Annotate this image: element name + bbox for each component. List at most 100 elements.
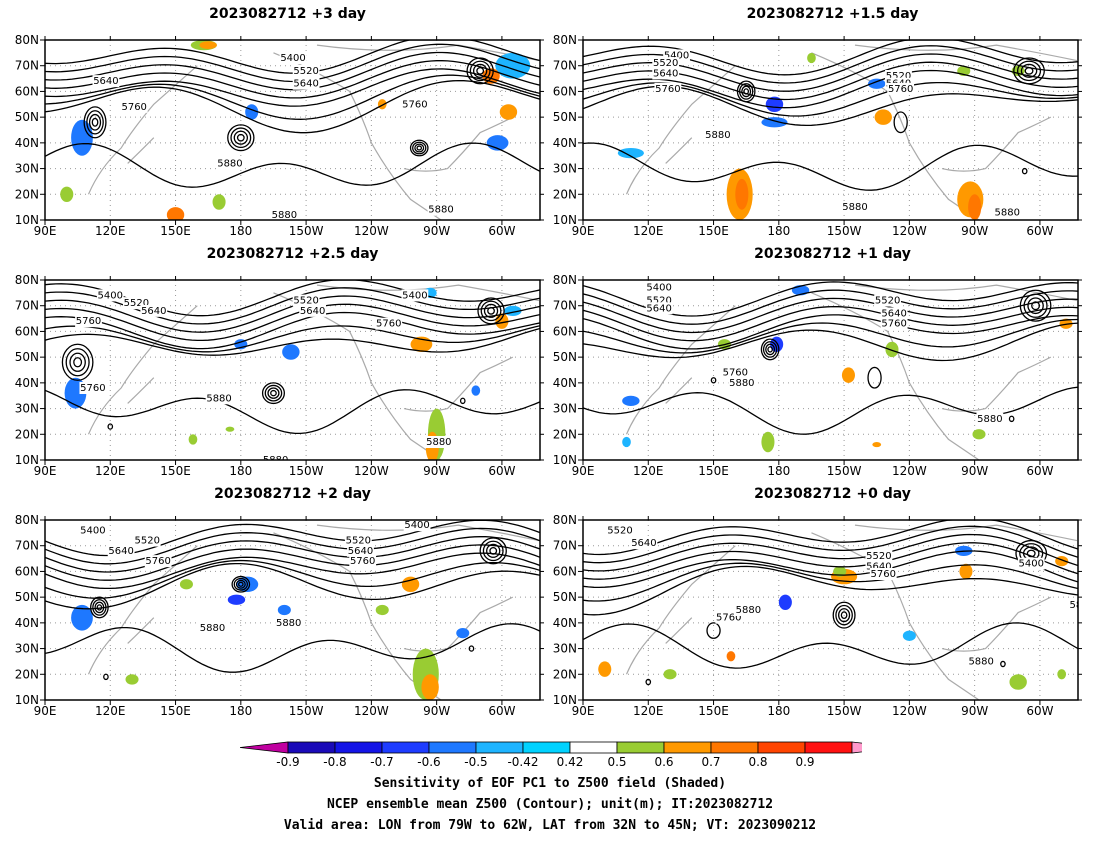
z500-contour bbox=[832, 601, 856, 629]
y-tick-label: 60N bbox=[15, 324, 39, 338]
coastline bbox=[811, 52, 980, 220]
z500-contour bbox=[45, 295, 540, 333]
sensitivity-shading bbox=[1057, 669, 1067, 680]
z500-contour bbox=[583, 622, 1078, 669]
coastline bbox=[665, 377, 693, 404]
z500-contour bbox=[45, 142, 540, 188]
contour-label: 5760 bbox=[871, 569, 896, 580]
z500-contour bbox=[237, 581, 244, 587]
z500-contour bbox=[96, 604, 103, 611]
x-tick-label: 60W bbox=[488, 464, 515, 478]
y-tick-label: 20N bbox=[15, 187, 39, 201]
x-tick-label: 90E bbox=[572, 224, 595, 238]
z500-contour bbox=[1026, 549, 1036, 558]
z500-contour bbox=[45, 40, 540, 74]
colorbar-swatch bbox=[804, 741, 853, 754]
x-tick-label: 120E bbox=[95, 704, 126, 718]
contour-label: 5520 bbox=[653, 58, 678, 69]
z500-contour bbox=[107, 423, 114, 430]
z500-contour bbox=[1021, 167, 1028, 175]
z500-contour bbox=[472, 63, 488, 78]
z500-contour bbox=[45, 51, 540, 91]
coastline bbox=[941, 356, 1052, 412]
coastline bbox=[316, 524, 540, 542]
map-panel: 5400552056405760552056405400576057605880… bbox=[15, 273, 544, 478]
contour-label: 5880 bbox=[842, 202, 867, 213]
sensitivity-shading bbox=[807, 52, 816, 64]
y-tick-label: 10N bbox=[15, 213, 39, 227]
sensitivity-shading bbox=[598, 661, 612, 677]
contour-label: 5880 bbox=[200, 623, 225, 634]
y-tick-label: 20N bbox=[15, 427, 39, 441]
contour-label: 5880 bbox=[428, 205, 453, 216]
z500-contour bbox=[736, 80, 756, 103]
z500-contour bbox=[1008, 415, 1015, 423]
panel-plus1day: 2023082712 +1 day bbox=[0, 0, 911, 500]
z500-contour bbox=[45, 79, 540, 134]
panel-plus1.5day: 2023082712 +1.5 day bbox=[0, 0, 919, 240]
contour-label: 5640 bbox=[93, 76, 118, 87]
sensitivity-shading bbox=[60, 186, 74, 203]
contour-label: 5400 bbox=[1018, 559, 1043, 570]
contour-label: 5760 bbox=[655, 84, 680, 95]
z500-contour bbox=[583, 562, 1078, 602]
z500-contour bbox=[762, 341, 778, 358]
x-tick-label: 120W bbox=[892, 224, 927, 238]
sensitivity-shading bbox=[622, 436, 631, 448]
x-tick-label: 150E bbox=[698, 704, 729, 718]
contour-label: 5880 bbox=[729, 378, 754, 389]
colorbar-label: 0.7 bbox=[701, 755, 720, 769]
x-tick-label: 150E bbox=[160, 464, 191, 478]
contour-label: 5520 bbox=[124, 298, 149, 309]
contour-label: 5400 bbox=[402, 290, 427, 301]
y-tick-label: 30N bbox=[15, 162, 39, 176]
z500-contour bbox=[45, 68, 540, 107]
z500-contour bbox=[835, 604, 853, 626]
y-tick-label: 80N bbox=[553, 33, 577, 47]
map-frame bbox=[582, 279, 1079, 461]
sensitivity-shading bbox=[841, 367, 855, 383]
sensitivity-shading bbox=[735, 178, 749, 210]
z500-contour bbox=[45, 303, 540, 342]
y-tick-label: 30N bbox=[553, 402, 577, 416]
map-frame bbox=[44, 39, 541, 221]
coastline bbox=[273, 52, 442, 220]
contour-label: 5760 bbox=[888, 84, 913, 95]
panel-plus2.5day: 2023082712 +2.5 day bbox=[0, 0, 550, 500]
contour-label: 5640 bbox=[300, 306, 325, 317]
map-frame bbox=[582, 519, 1079, 701]
contour-label: 5760 bbox=[76, 316, 101, 327]
coastline bbox=[854, 284, 1078, 302]
sensitivity-shading bbox=[622, 395, 640, 406]
z500-contour bbox=[483, 303, 499, 318]
contour-label: 5640 bbox=[348, 546, 373, 557]
y-tick-label: 60N bbox=[15, 564, 39, 578]
z500-contour bbox=[45, 544, 540, 581]
caption-line1: Sensitivity of EOF PC1 to Z500 field (Sh… bbox=[373, 776, 727, 791]
y-tick-label: 20N bbox=[553, 667, 577, 681]
colorbar-label: 0.5 bbox=[607, 755, 626, 769]
panel-title: 2023082712 +0 day bbox=[754, 486, 911, 502]
colorbar-swatch bbox=[522, 741, 571, 754]
sensitivity-shading bbox=[225, 426, 235, 432]
sensitivity-shading bbox=[902, 630, 916, 641]
coastline bbox=[811, 292, 980, 460]
contour-label: 5880 bbox=[995, 207, 1020, 218]
contour-label: 5880 bbox=[272, 210, 297, 221]
x-tick-label: 90E bbox=[34, 224, 57, 238]
colorbar-high-arrow bbox=[851, 741, 862, 754]
sensitivity-shading bbox=[761, 431, 775, 453]
z500-contour bbox=[583, 542, 1078, 580]
z500-contour bbox=[486, 543, 501, 558]
contour-label: 5520 bbox=[886, 71, 911, 82]
contour-label: 5520 bbox=[293, 296, 318, 307]
colorbar: -0.9 -0.8 -0.7 -0.6 -0.5 -0.42 0.42 0.5 0.6 0.7 0.… bbox=[240, 741, 862, 769]
x-tick-label: 180 bbox=[229, 224, 252, 238]
contour-label: 5640 bbox=[653, 68, 678, 79]
map-panel: 5400552056405760552056405760588058805880… bbox=[553, 33, 1082, 238]
contour-label: 5520 bbox=[293, 66, 318, 77]
z500-contour bbox=[477, 297, 505, 325]
contour-label: 5760 bbox=[145, 556, 170, 567]
